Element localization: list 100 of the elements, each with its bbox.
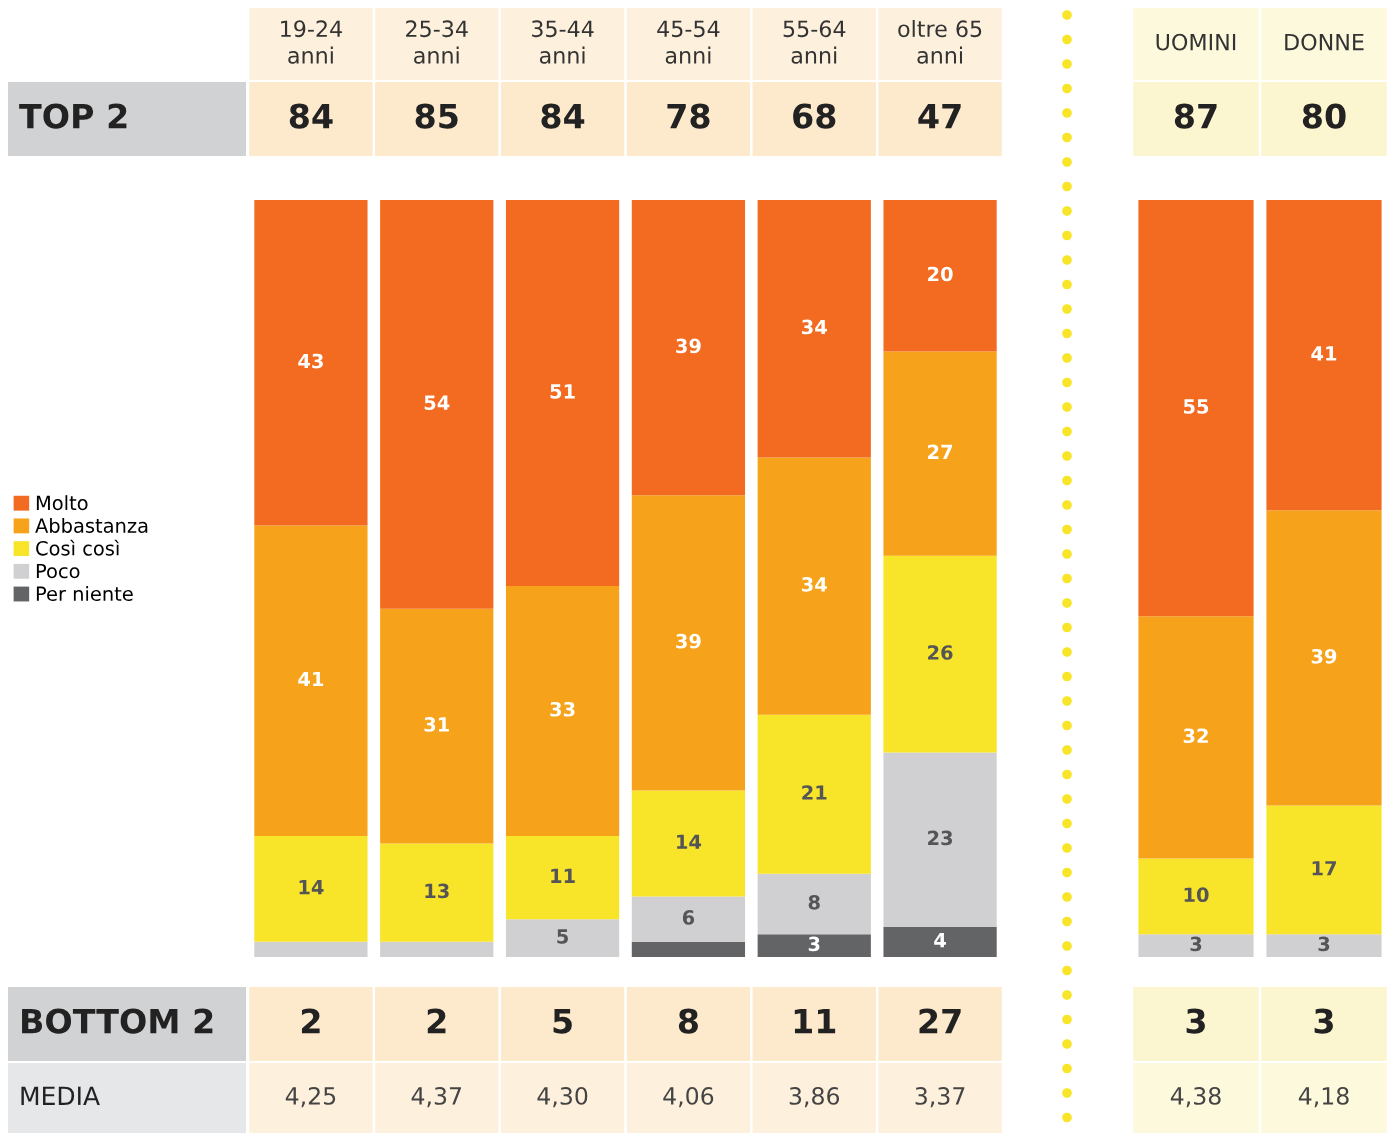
text: 84 <box>289 103 333 129</box>
text: 4,06 <box>663 1086 714 1108</box>
text: 47 <box>918 103 961 129</box>
x-tick-label: oltre 65 anni <box>898 19 982 64</box>
x-tick-label: 45-54 anni <box>657 20 720 64</box>
data-label: 21 <box>802 785 827 800</box>
data-label: 39 <box>1311 648 1337 664</box>
x-tick-label: 25-34 anni <box>406 20 468 64</box>
legend-label: Abbastanza <box>35 517 148 533</box>
text: 27 <box>919 1008 961 1034</box>
text: 5 <box>553 1008 572 1034</box>
bar <box>883 752 997 927</box>
bar <box>883 200 997 352</box>
data-label: 14 <box>677 834 702 849</box>
bar <box>1138 858 1254 935</box>
data-label: 6 <box>682 910 695 925</box>
text: 80 <box>1302 103 1346 129</box>
x-tick-label: DONNE <box>1285 33 1364 51</box>
legend-label: Poco <box>36 563 80 579</box>
data-label: 17 <box>1312 861 1336 876</box>
text: 4,18 <box>1298 1086 1349 1108</box>
bar <box>380 200 494 609</box>
bar <box>1266 200 1382 511</box>
x-tick-label: UOMINI <box>1156 33 1236 51</box>
text: 4,30 <box>537 1086 588 1108</box>
data-label: 41 <box>298 671 324 687</box>
bar <box>631 495 746 791</box>
data-label: 4 <box>934 933 946 948</box>
data-label: 8 <box>808 894 820 910</box>
bar <box>380 608 494 844</box>
data-label: 31 <box>424 717 449 732</box>
x-tick-label: 55-64 anni <box>783 20 846 64</box>
data-label: 3 <box>1318 936 1330 952</box>
bar <box>254 525 368 836</box>
bar <box>1266 805 1382 935</box>
bar <box>505 586 620 836</box>
data-label: 34 <box>802 577 827 592</box>
legend-label: Così così <box>36 539 119 556</box>
data-label: 34 <box>802 319 827 335</box>
x-tick-label: 35-44 anni <box>531 20 594 64</box>
data-label: 41 <box>1311 346 1337 361</box>
data-label: 5 <box>557 929 568 944</box>
text: 2 <box>301 1008 320 1034</box>
bar <box>254 835 368 942</box>
text: BOTTOM 2 <box>22 1008 213 1034</box>
data-label: 27 <box>928 444 953 459</box>
data-label: 39 <box>676 338 701 354</box>
data-label: 14 <box>299 880 324 895</box>
text: 3,86 <box>789 1086 840 1108</box>
text: 2 <box>427 1008 446 1034</box>
legend-label: Per niente <box>36 586 133 602</box>
data-label: 54 <box>424 395 450 411</box>
text: 3,37 <box>915 1086 965 1108</box>
data-label: 11 <box>551 868 575 883</box>
data-label: 26 <box>928 645 953 660</box>
data-label: 55 <box>1183 399 1209 414</box>
bar <box>631 896 746 942</box>
bar <box>631 790 746 897</box>
data-label: 10 <box>1184 887 1209 903</box>
text: 4,25 <box>285 1086 336 1108</box>
text: 84 <box>541 103 585 129</box>
data-label: 43 <box>298 353 323 369</box>
bar <box>757 457 871 715</box>
text: 87 <box>1174 103 1217 129</box>
bar <box>1266 934 1382 957</box>
legend-label: Molto <box>36 495 88 511</box>
text: 3 <box>1186 1008 1205 1034</box>
text: 11 <box>794 1008 836 1034</box>
data-label: 39 <box>676 633 701 649</box>
text: 4,37 <box>411 1086 462 1108</box>
data-label: 13 <box>425 883 449 899</box>
bar <box>757 714 871 874</box>
bar <box>505 200 620 587</box>
data-label: 33 <box>550 701 575 717</box>
text: 4,38 <box>1170 1086 1221 1108</box>
bar <box>757 873 871 935</box>
data-label: 51 <box>550 384 575 399</box>
data-label: 3 <box>1190 936 1202 952</box>
bar <box>883 926 997 957</box>
data-label: 20 <box>928 266 953 282</box>
bar <box>1138 616 1254 859</box>
data-label: 32 <box>1183 728 1208 744</box>
bar <box>883 555 997 753</box>
bar <box>380 843 494 942</box>
bar <box>380 941 494 957</box>
bar <box>505 919 620 957</box>
text: TOP 2 <box>19 103 127 129</box>
text: 68 <box>793 103 836 129</box>
bar <box>1138 200 1254 617</box>
data-label: 3 <box>808 936 820 952</box>
bar <box>1266 510 1382 806</box>
bar <box>631 941 746 957</box>
bar <box>254 200 368 526</box>
bar <box>254 941 368 957</box>
bar <box>1138 934 1254 957</box>
bar <box>757 200 871 458</box>
bar <box>505 835 620 920</box>
bar <box>631 200 746 496</box>
text: MEDIA <box>21 1086 100 1105</box>
data-label: 23 <box>928 830 953 846</box>
